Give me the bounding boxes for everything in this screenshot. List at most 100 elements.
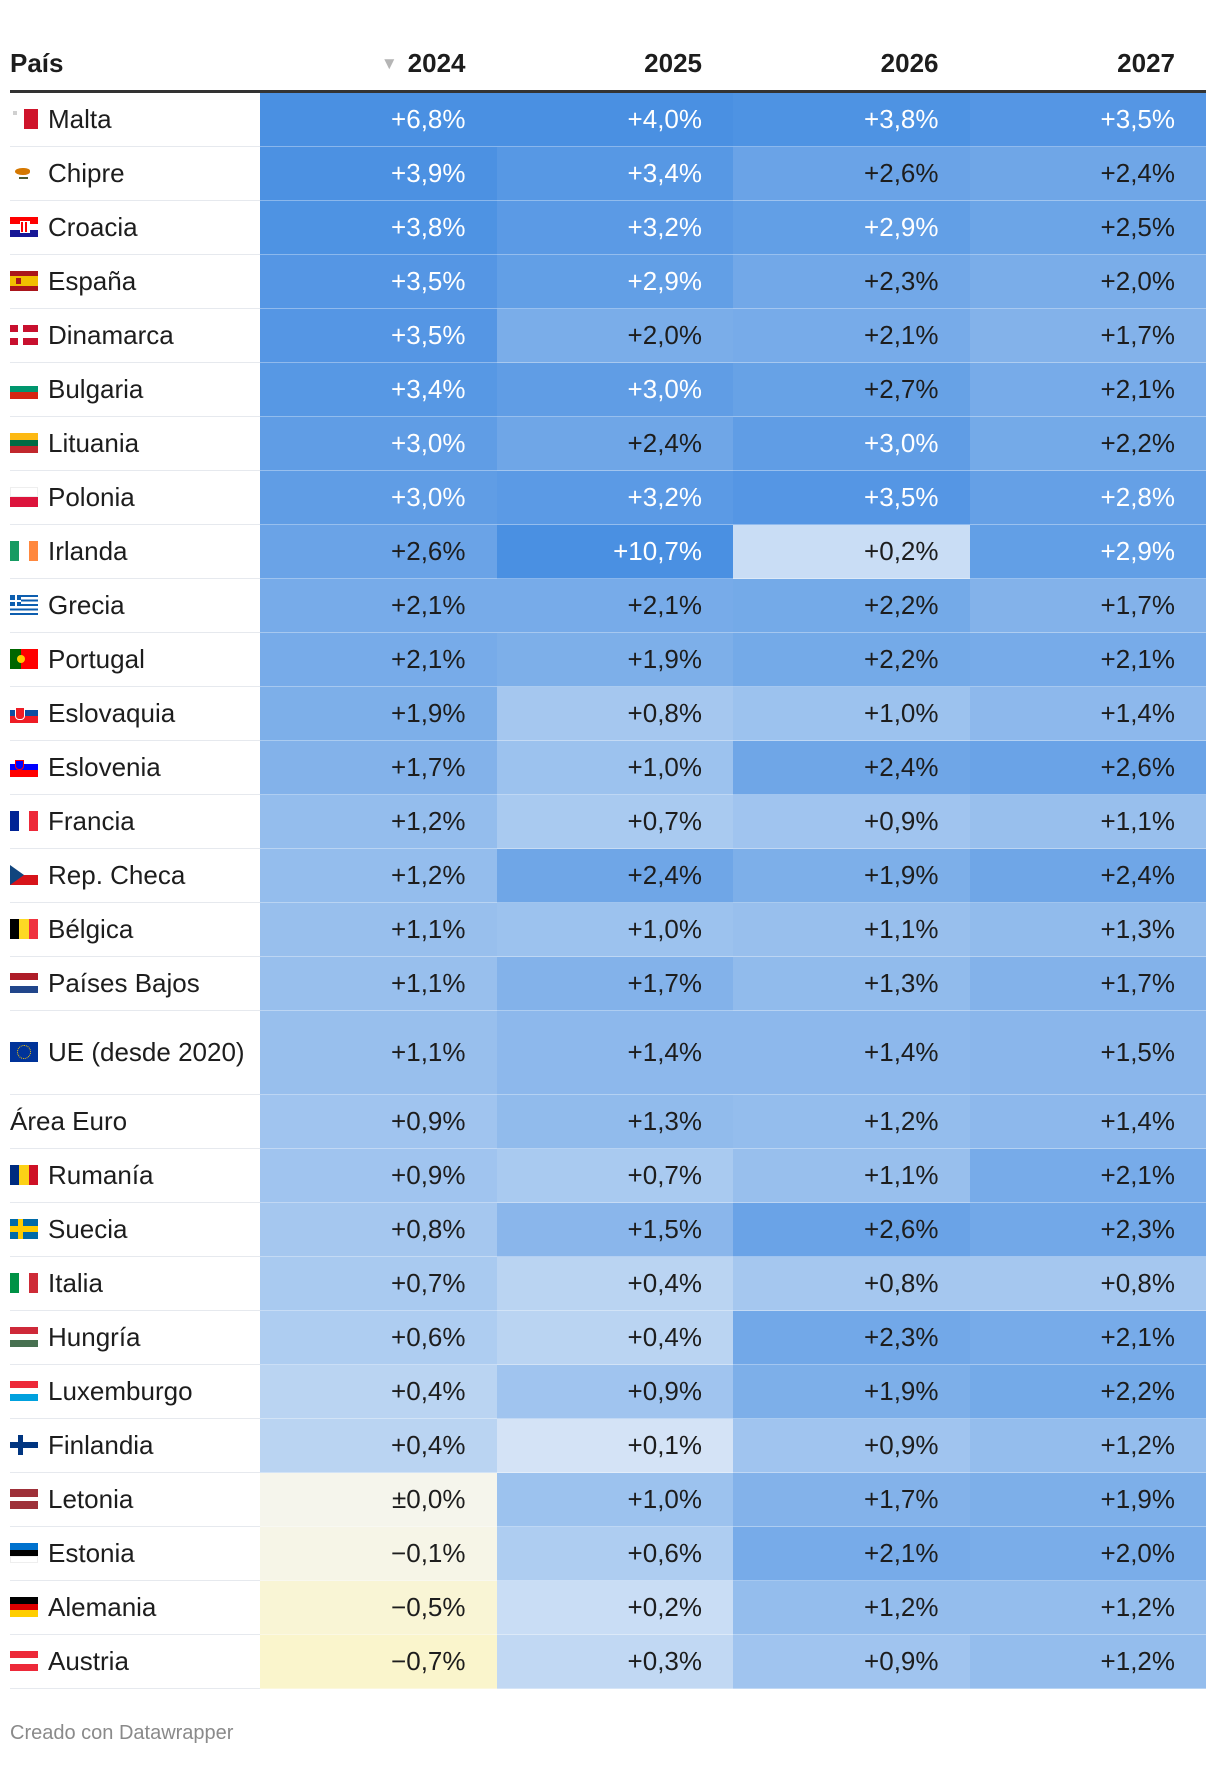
romania-flag-icon [10, 1165, 38, 1185]
country-label: Alemania [10, 1592, 260, 1623]
table-row: Grecia +2,1% +2,1% +2,2% +1,7% [10, 578, 1206, 633]
table-row: Italia +0,7% +0,4% +0,8% +0,8% [10, 1256, 1206, 1311]
country-cell: Chipre [10, 146, 260, 201]
value-cell-2025: +0,1% [496, 1418, 733, 1473]
slovakia-flag-icon [10, 703, 38, 723]
value-cell-2025: +0,9% [496, 1364, 733, 1419]
country-name: Croacia [48, 212, 138, 242]
value-cell-2024: +1,1% [260, 902, 497, 957]
value-cell-2024: +2,1% [260, 632, 497, 687]
cyprus-flag-icon [10, 163, 38, 183]
value-cell-2026: +2,3% [733, 254, 970, 309]
table-body: Malta +6,8% +4,0% +3,8% +3,5% Chipre +3,9% +3,4… [10, 91, 1206, 1689]
value-cell-2024: +1,9% [260, 686, 497, 741]
value-cell-2027: +2,2% [969, 1364, 1206, 1419]
country-name: Bélgica [48, 914, 134, 944]
value-cell-2026: +0,8% [733, 1256, 970, 1311]
value-cell-2027: +2,4% [969, 848, 1206, 903]
value-cell-2024: +2,1% [260, 578, 497, 633]
country-label: Suecia [10, 1214, 260, 1245]
value-cell-2025: +0,7% [496, 1148, 733, 1203]
value-cell-2026: +2,2% [733, 578, 970, 633]
column-header-2025[interactable]: 2025 [496, 36, 733, 93]
country-cell: Alemania [10, 1580, 260, 1635]
value-cell-2026: +1,2% [733, 1580, 970, 1635]
table-row: Luxemburgo +0,4% +0,9% +1,9% +2,2% [10, 1364, 1206, 1419]
value-cell-2027: +1,7% [969, 308, 1206, 363]
value-cell-2024: +3,5% [260, 254, 497, 309]
latvia-flag-icon [10, 1489, 38, 1509]
country-cell: Malta [10, 91, 260, 147]
value-cell-2024: +1,1% [260, 956, 497, 1011]
value-cell-2025: +10,7% [496, 524, 733, 579]
country-label: Rumanía [10, 1160, 260, 1191]
country-label: Eslovenia [10, 752, 260, 783]
country-label: Área Euro [10, 1106, 260, 1137]
value-cell-2026: +0,2% [733, 524, 970, 579]
value-cell-2024: +0,4% [260, 1364, 497, 1419]
country-name: Letonia [48, 1484, 134, 1514]
country-label: Croacia [10, 212, 260, 243]
column-header-country[interactable]: País [10, 36, 260, 93]
table-row: Rumanía +0,9% +0,7% +1,1% +2,1% [10, 1148, 1206, 1203]
value-cell-2025: +1,0% [496, 740, 733, 795]
country-name: Malta [48, 104, 112, 134]
table-row: Suecia +0,8% +1,5% +2,6% +2,3% [10, 1202, 1206, 1257]
table-row: Finlandia +0,4% +0,1% +0,9% +1,2% [10, 1418, 1206, 1473]
country-label: Dinamarca [10, 320, 260, 351]
value-cell-2026: +1,4% [733, 1010, 970, 1095]
value-cell-2026: +2,2% [733, 632, 970, 687]
value-cell-2026: +0,9% [733, 1634, 970, 1689]
value-cell-2024: −0,5% [260, 1580, 497, 1635]
country-name: Rumanía [48, 1160, 154, 1190]
footer-credit[interactable]: Creado con Datawrapper [10, 1722, 234, 1744]
malta-flag-icon [10, 109, 38, 129]
column-header-2027[interactable]: 2027 [969, 36, 1206, 93]
country-cell: Finlandia [10, 1418, 260, 1473]
value-cell-2027: +1,7% [969, 956, 1206, 1011]
hungary-flag-icon [10, 1327, 38, 1347]
value-cell-2026: +0,9% [733, 1418, 970, 1473]
country-name: Luxemburgo [48, 1376, 193, 1406]
value-cell-2026: +1,3% [733, 956, 970, 1011]
value-cell-2027: +1,7% [969, 578, 1206, 633]
column-header-2026[interactable]: 2026 [733, 36, 970, 93]
value-cell-2025: +1,3% [496, 1094, 733, 1149]
portugal-flag-icon [10, 649, 38, 669]
denmark-flag-icon [10, 325, 38, 345]
value-cell-2025: +1,9% [496, 632, 733, 687]
table-row: UE (desde 2020) +1,1% +1,4% +1,4% +1,5% [10, 1010, 1206, 1095]
value-cell-2027: +2,9% [969, 524, 1206, 579]
country-name: Suecia [48, 1214, 128, 1244]
country-label: Luxemburgo [10, 1376, 260, 1407]
value-cell-2025: +0,2% [496, 1580, 733, 1635]
value-cell-2025: +2,4% [496, 416, 733, 471]
value-cell-2027: +1,3% [969, 902, 1206, 957]
country-label: Irlanda [10, 536, 260, 567]
slovenia-flag-icon [10, 757, 38, 777]
table-row: Lituania +3,0% +2,4% +3,0% +2,2% [10, 416, 1206, 471]
country-cell: Irlanda [10, 524, 260, 579]
country-name: Países Bajos [48, 968, 200, 998]
country-cell: Rep. Checa [10, 848, 260, 903]
value-cell-2024: +2,6% [260, 524, 497, 579]
value-cell-2025: +0,7% [496, 794, 733, 849]
column-header-2024[interactable]: ▼ 2024 [260, 36, 497, 93]
greece-flag-icon [10, 595, 38, 615]
country-label: Lituania [10, 428, 260, 459]
table-row: Eslovaquia +1,9% +0,8% +1,0% +1,4% [10, 686, 1206, 741]
country-cell: España [10, 254, 260, 309]
country-cell: Países Bajos [10, 956, 260, 1011]
value-cell-2025: +3,0% [496, 362, 733, 417]
value-cell-2027: +2,6% [969, 740, 1206, 795]
value-cell-2024: +0,9% [260, 1094, 497, 1149]
country-label: Grecia [10, 590, 260, 621]
country-label: Portugal [10, 644, 260, 675]
value-cell-2025: +1,5% [496, 1202, 733, 1257]
country-label: Italia [10, 1268, 260, 1299]
table-row: Estonia −0,1% +0,6% +2,1% +2,0% [10, 1526, 1206, 1581]
value-cell-2026: +1,9% [733, 1364, 970, 1419]
table-row: Polonia +3,0% +3,2% +3,5% +2,8% [10, 470, 1206, 525]
country-name: España [48, 266, 137, 296]
table-row: España +3,5% +2,9% +2,3% +2,0% [10, 254, 1206, 309]
